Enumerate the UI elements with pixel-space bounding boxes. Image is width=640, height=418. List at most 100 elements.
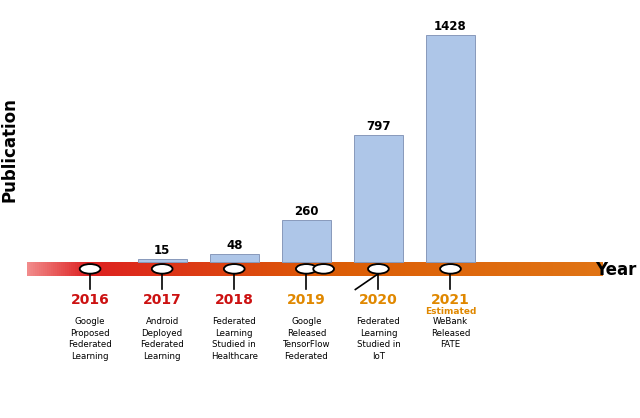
Text: Federated
Learning
Studied in
Healthcare: Federated Learning Studied in Healthcare [211, 317, 258, 361]
Bar [87, 262, 89, 276]
Bar [235, 262, 237, 276]
Bar [431, 262, 433, 276]
Bar [581, 262, 583, 276]
Bar [575, 262, 577, 276]
Bar [129, 262, 131, 276]
Bar [299, 262, 301, 276]
Bar [579, 262, 581, 276]
Bar [597, 262, 599, 276]
Bar [281, 262, 283, 276]
Bar [133, 262, 135, 276]
Bar [461, 262, 463, 276]
Bar [85, 262, 87, 276]
Bar [523, 262, 525, 276]
Bar [395, 262, 397, 276]
Bar [605, 262, 607, 276]
Bar [423, 262, 425, 276]
Bar [491, 262, 493, 276]
Bar [453, 262, 455, 276]
Bar [471, 262, 473, 276]
Bar [213, 262, 215, 276]
Bar [279, 262, 281, 276]
Text: 260: 260 [294, 205, 319, 218]
Bar [593, 262, 595, 276]
Bar [451, 262, 453, 276]
Bar [233, 262, 235, 276]
Text: Google
Released
TensorFlow
Federated: Google Released TensorFlow Federated [283, 317, 330, 361]
Bar [529, 262, 531, 276]
Text: 15: 15 [154, 244, 170, 257]
Bar [105, 262, 107, 276]
Bar [89, 262, 91, 276]
Bar [169, 262, 171, 276]
Bar [609, 262, 611, 276]
Bar [515, 262, 517, 276]
Bar [71, 262, 73, 276]
Bar [354, 135, 403, 262]
Bar [441, 262, 443, 276]
Bar [439, 262, 441, 276]
Bar [167, 262, 169, 276]
Bar [273, 262, 275, 276]
Bar [387, 262, 389, 276]
Bar [467, 262, 469, 276]
Bar [229, 262, 231, 276]
Text: 797: 797 [366, 120, 390, 133]
Bar [341, 262, 343, 276]
Bar [347, 262, 349, 276]
Bar [165, 262, 167, 276]
Bar [589, 262, 591, 276]
Bar [357, 262, 359, 276]
Bar [141, 262, 143, 276]
Text: Android
Deployed
Federated
Learning: Android Deployed Federated Learning [140, 317, 184, 361]
Bar [265, 262, 267, 276]
Bar [325, 262, 327, 276]
Bar [15, 262, 17, 276]
Bar [449, 262, 451, 276]
Bar [367, 262, 369, 276]
Bar [187, 262, 189, 276]
Bar [138, 259, 187, 262]
Bar [433, 262, 435, 276]
Bar [221, 262, 223, 276]
Bar [217, 262, 219, 276]
Bar [211, 262, 213, 276]
Bar [455, 262, 457, 276]
Bar [479, 262, 481, 276]
Bar [91, 262, 93, 276]
Bar [107, 262, 109, 276]
Bar [501, 262, 503, 276]
Bar [373, 262, 375, 276]
Bar [401, 262, 403, 276]
Bar [285, 262, 287, 276]
Bar [231, 262, 233, 276]
Bar [349, 262, 351, 276]
Bar [503, 262, 505, 276]
Bar [426, 36, 475, 262]
Bar [587, 262, 589, 276]
Bar [417, 262, 419, 276]
Bar [383, 262, 385, 276]
Bar [375, 262, 377, 276]
Bar [269, 262, 271, 276]
Bar [381, 262, 383, 276]
Bar [57, 262, 59, 276]
Bar [243, 262, 245, 276]
Bar [547, 262, 549, 276]
Bar [519, 262, 521, 276]
Bar [511, 262, 513, 276]
Bar [153, 262, 155, 276]
Bar [163, 262, 165, 276]
Bar [210, 254, 259, 262]
Bar [17, 262, 19, 276]
Bar [37, 262, 39, 276]
Bar [185, 262, 187, 276]
Bar [173, 262, 175, 276]
Bar [53, 262, 55, 276]
Bar [197, 262, 199, 276]
Bar [371, 262, 373, 276]
Bar [321, 262, 323, 276]
Bar [127, 262, 129, 276]
Bar [101, 262, 103, 276]
Bar [183, 262, 185, 276]
